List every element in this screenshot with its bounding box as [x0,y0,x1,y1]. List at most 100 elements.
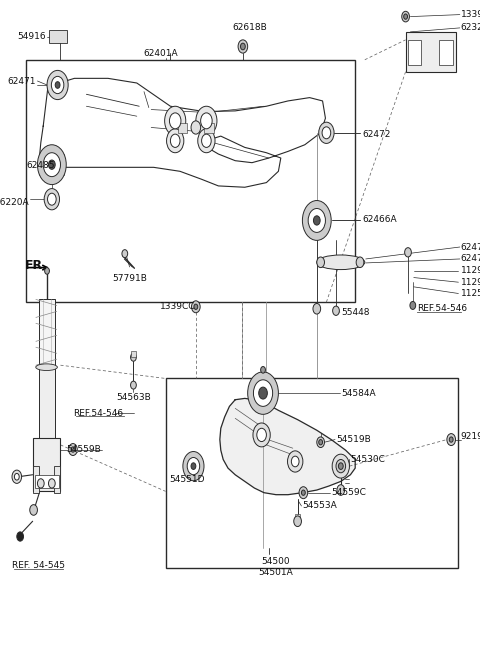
Text: 54519B: 54519B [336,435,371,444]
Circle shape [37,145,66,185]
Circle shape [167,129,184,153]
Text: 62401A: 62401A [144,48,178,58]
Text: 54559B: 54559B [66,445,101,454]
Circle shape [449,437,453,442]
Text: 54530C: 54530C [350,455,385,464]
Circle shape [51,76,64,94]
Circle shape [47,70,68,100]
Circle shape [44,189,60,210]
Bar [204,123,214,133]
Circle shape [37,479,44,488]
Bar [54,466,60,493]
Text: 54551D: 54551D [169,475,205,484]
Bar [39,365,55,438]
Text: 62485: 62485 [27,161,55,171]
Circle shape [302,201,331,240]
Circle shape [291,456,299,467]
Text: 54501A: 54501A [259,568,293,577]
Text: 62322: 62322 [461,23,480,33]
Circle shape [313,216,320,225]
Ellipse shape [36,364,58,371]
Circle shape [196,106,217,135]
Circle shape [259,387,267,399]
Circle shape [405,248,411,257]
Text: 54553A: 54553A [302,501,337,511]
Circle shape [356,257,364,268]
Bar [49,30,67,43]
Text: 62471: 62471 [8,76,36,86]
Circle shape [170,134,180,147]
Bar [439,40,453,65]
Circle shape [317,257,324,268]
Circle shape [319,440,323,445]
Text: 62618B: 62618B [232,23,267,33]
Circle shape [337,485,345,495]
Text: 55448: 55448 [341,307,369,317]
Text: 92193B: 92193B [461,432,480,442]
Text: REF.54-546: REF.54-546 [418,304,468,313]
Text: 1125DG: 1125DG [461,289,480,298]
Text: REF.54-546: REF.54-546 [73,408,123,418]
Polygon shape [220,398,355,495]
Text: 54559C: 54559C [331,488,366,497]
Text: 1129GE: 1129GE [461,278,480,287]
Circle shape [191,121,201,134]
Circle shape [299,487,308,499]
Text: 54584A: 54584A [341,388,375,398]
Circle shape [30,505,37,515]
Circle shape [253,380,273,406]
Circle shape [333,306,339,315]
Text: 54500: 54500 [262,556,290,566]
Bar [39,154,64,175]
Circle shape [131,381,136,389]
Bar [178,123,187,133]
Bar [131,351,136,357]
Circle shape [48,193,56,205]
Circle shape [240,43,245,50]
Circle shape [257,428,266,442]
Text: 62476A: 62476A [461,242,480,252]
Bar [39,299,55,365]
Ellipse shape [317,255,365,270]
Bar [33,466,39,493]
Circle shape [402,11,409,22]
Bar [26,60,355,302]
Bar [406,32,456,72]
Circle shape [198,129,215,153]
Circle shape [238,40,248,53]
Circle shape [131,353,136,361]
Bar [33,438,60,491]
Text: 1129GD: 1129GD [461,266,480,276]
Circle shape [55,82,60,88]
Circle shape [12,470,22,483]
Circle shape [183,452,204,481]
Text: 1339GB: 1339GB [461,10,480,19]
Circle shape [288,451,303,472]
Text: 54916: 54916 [17,32,46,41]
Circle shape [253,423,270,447]
Circle shape [410,301,416,309]
Circle shape [261,367,265,373]
Circle shape [69,444,77,456]
Circle shape [192,301,200,313]
Circle shape [48,160,55,169]
Circle shape [122,250,128,258]
Circle shape [43,153,60,177]
Bar [408,40,421,65]
Circle shape [322,127,331,139]
Text: 62472: 62472 [362,129,391,139]
Circle shape [317,437,324,448]
Text: REF. 54-545: REF. 54-545 [12,561,65,570]
Circle shape [17,532,24,541]
Text: 96220A: 96220A [0,198,29,207]
Circle shape [14,473,19,480]
Circle shape [187,457,200,475]
Circle shape [301,490,305,495]
Circle shape [336,459,346,473]
Circle shape [165,106,186,135]
Bar [295,514,300,519]
Bar [166,378,458,568]
Circle shape [332,454,349,478]
Bar [35,475,59,488]
Circle shape [202,134,211,147]
